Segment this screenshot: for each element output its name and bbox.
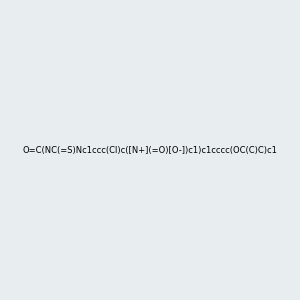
Text: O=C(NC(=S)Nc1ccc(Cl)c([N+](=O)[O-])c1)c1cccc(OC(C)C)c1: O=C(NC(=S)Nc1ccc(Cl)c([N+](=O)[O-])c1)c1… — [22, 146, 278, 154]
